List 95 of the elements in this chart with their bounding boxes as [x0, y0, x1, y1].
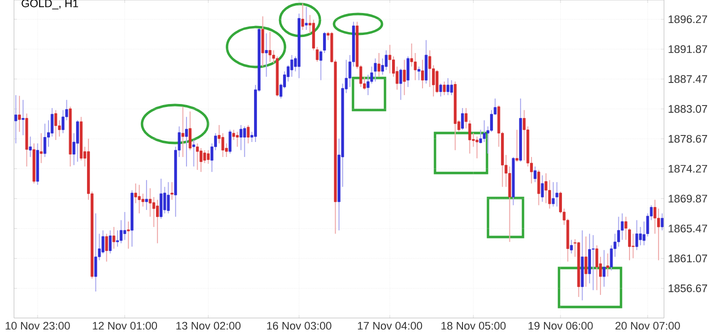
y-tick-label: 1865.47 [668, 224, 708, 232]
y-tick-label: 1896.27 [668, 15, 708, 24]
candlestick [18, 95, 21, 132]
candlestick [43, 123, 46, 158]
candlestick [304, 6, 308, 30]
candlestick [461, 108, 464, 130]
y-tick-label: 1869.87 [668, 194, 708, 203]
candlestick [170, 182, 174, 200]
candlestick [417, 66, 420, 81]
x-tick-label: 10 Nov 23:00 [6, 322, 70, 330]
candlestick [552, 182, 555, 208]
candlestick [439, 83, 442, 97]
candlestick [22, 99, 24, 136]
candlestick [206, 150, 210, 164]
candlestick [290, 54, 294, 78]
candlestick [406, 56, 410, 88]
candlestick [450, 80, 453, 96]
candlestick [384, 50, 388, 70]
candlestick [516, 129, 518, 162]
candlestick [570, 239, 573, 254]
candlestick [192, 139, 196, 167]
candlestick [200, 148, 202, 172]
candlestick [112, 226, 116, 250]
candlestick [540, 174, 544, 202]
candlestick [105, 233, 108, 262]
candlestick [108, 230, 112, 254]
candlestick [123, 212, 126, 240]
x-tick-label: 18 Nov 05:00 [441, 322, 506, 330]
y-tick-label: 1887.47 [668, 75, 708, 83]
candlestick [268, 31, 272, 62]
candlestick [537, 169, 540, 206]
candlestick [606, 252, 610, 278]
y-tick-label: 1856.67 [668, 284, 708, 292]
candlestick [388, 44, 392, 74]
candlestick [555, 182, 558, 208]
candlestick [246, 124, 250, 144]
candlestick [378, 52, 380, 78]
candlestick [595, 244, 598, 291]
y-tick-label: 1883.07 [668, 105, 708, 113]
candlestick [134, 182, 138, 204]
candlestick [442, 81, 446, 96]
y-tick-label: 1878.67 [668, 134, 708, 143]
candlestick [148, 188, 152, 218]
candlestick [602, 250, 606, 288]
candlestick [185, 116, 188, 167]
candlestick [584, 236, 588, 288]
candlestick [228, 129, 232, 154]
x-tick-label: 16 Nov 03:00 [267, 322, 332, 330]
x-tick-label: 12 Nov 01:00 [92, 322, 158, 330]
candlestick [76, 120, 79, 162]
candlestick [145, 180, 148, 210]
candlestick [410, 42, 414, 68]
candlestick [240, 124, 242, 151]
candlestick [94, 212, 98, 292]
candlestick [126, 221, 130, 250]
candlestick [632, 233, 635, 259]
candlestick [160, 178, 162, 220]
candlestick [203, 150, 206, 164]
candlestick [301, 2, 304, 30]
candlestick [232, 129, 236, 140]
candlestick [522, 110, 526, 161]
candlestick [261, 16, 264, 68]
candlestick [188, 110, 192, 151]
candlestick [28, 136, 32, 158]
candlestick [54, 110, 58, 140]
x-tick-label: 13 Nov 02:00 [176, 322, 241, 330]
x-tick-label: 17 Nov 04:00 [358, 322, 422, 330]
candlestick [40, 132, 43, 164]
candlestick [476, 136, 478, 159]
candlestick [592, 234, 595, 291]
candlestick [399, 68, 402, 100]
candlestick [374, 58, 377, 82]
candlestick [196, 142, 199, 170]
y-tick-label: 1861.07 [668, 254, 708, 262]
candlestick [120, 220, 123, 244]
y-tick-label: 1874.27 [668, 164, 708, 173]
candlestick [221, 132, 224, 158]
candlestick [138, 184, 141, 214]
candlestick [14, 94, 18, 144]
candlestick [264, 32, 268, 78]
candlestick [243, 126, 246, 158]
candlestick [635, 220, 638, 251]
candlestick [236, 131, 239, 148]
candlestick [166, 182, 170, 214]
y-tick-label: 1891.87 [668, 45, 708, 54]
x-tick-label: 20 Nov 07:00 [615, 322, 680, 330]
candlestick [446, 78, 450, 96]
candlestick [421, 59, 424, 89]
x-tick-label: 19 Nov 06:00 [528, 322, 593, 330]
candlestick [181, 106, 184, 158]
candlestick [156, 199, 159, 244]
candlestick [436, 69, 438, 94]
candlestick [534, 166, 536, 183]
candlestick [402, 59, 406, 96]
candlestick [479, 129, 482, 144]
